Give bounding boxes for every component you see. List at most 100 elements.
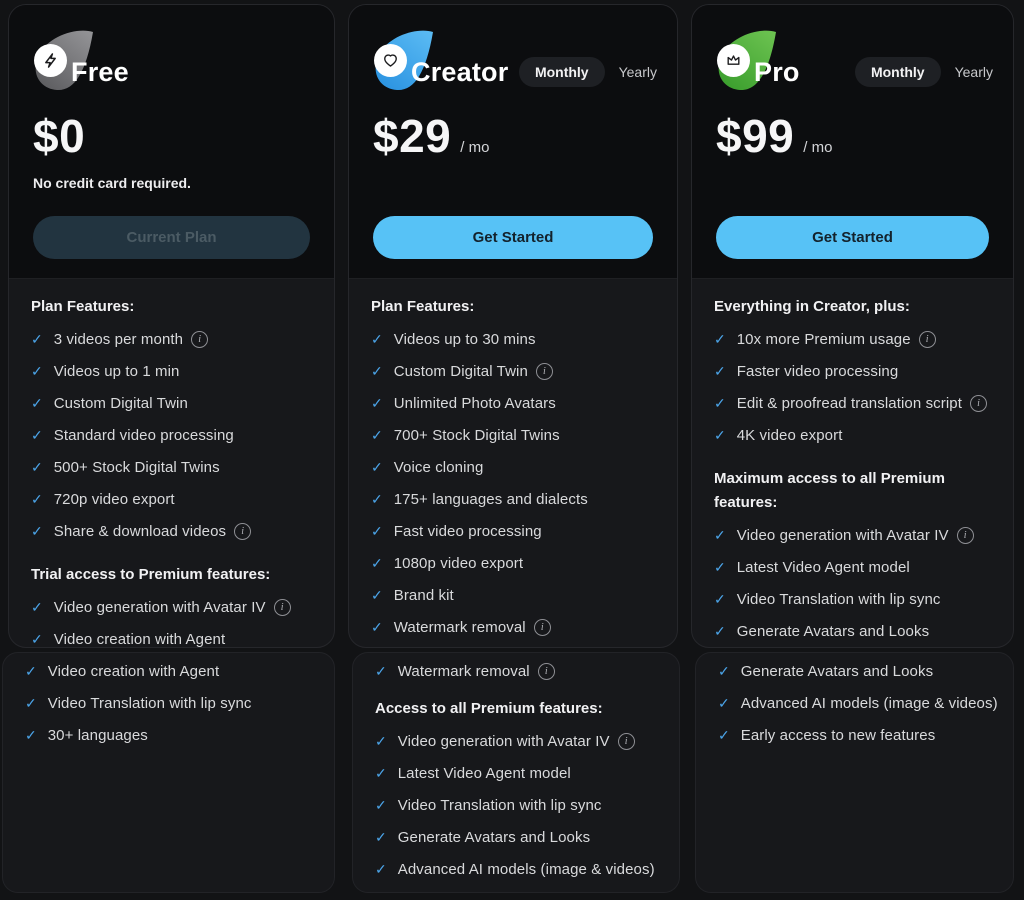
feature-row: ✓ 30+ languages [25,719,312,751]
plan-card-pro: Pro Monthly Yearly $99 / mo Get Started Everyt… [691,4,1014,648]
check-icon: ✓ [718,694,730,711]
plan-blob [714,29,780,95]
feature-text: 500+ Stock Digital Twins [53,458,220,476]
plan-tagline: No credit card required. [33,175,191,191]
feature-text: Unlimited Photo Avatars [393,394,556,412]
check-icon: ✓ [31,330,43,347]
billing-toggle-monthly[interactable]: Monthly [518,57,605,87]
plan-card-creator-continued: ✓ Watermark removal i Access to all Premium… [352,652,680,893]
check-icon: ✓ [371,426,383,443]
feature-text: Advanced AI models (image & videos) [397,860,655,878]
feature-row: ✓ Watermark removal i [371,611,655,643]
crown-icon [717,44,750,77]
feature-text: Generate Avatars and Looks [397,828,591,846]
check-icon: ✓ [31,522,43,539]
feature-row: ✓ Edit & proofread translation script i [714,387,991,419]
info-icon[interactable]: i [918,330,936,348]
feature-text: Standard video processing [53,426,234,444]
info-icon[interactable]: i [617,732,635,750]
info-icon[interactable]: i [533,618,551,636]
billing-toggle-yearly[interactable]: Yearly [954,64,993,80]
feature-text: Custom Digital Twin [393,362,528,380]
feature-row: ✓ 3 videos per month i [31,323,312,355]
feature-row: ✓ Video Translation with lip sync [25,687,312,719]
check-icon: ✓ [714,394,726,411]
check-icon: ✓ [31,490,43,507]
billing-toggle: Monthly Yearly [518,57,657,87]
plan-price: $99 / mo [716,109,832,163]
check-icon: ✓ [375,828,387,845]
plan-card-creator: Creator Monthly Yearly $29 / mo Get Started Pl… [348,4,678,648]
feature-text: Latest Video Agent model [397,764,571,782]
info-icon[interactable]: i [234,522,252,540]
check-icon: ✓ [25,662,37,679]
price-amount: $29 [373,110,452,162]
feature-row: ✓ 700+ Stock Digital Twins [371,419,655,451]
feature-text: Video Translation with lip sync [736,590,941,608]
feature-row: ✓ 500+ Stock Digital Twins [31,451,312,483]
cta-button[interactable]: Get Started [716,216,989,259]
check-icon: ✓ [375,764,387,781]
plan-price: $0 [33,109,85,163]
plan-card-header: Free $0 No credit card required. Current Pl… [9,5,334,279]
check-icon: ✓ [375,796,387,813]
plan-features: Everything in Creator, plus: ✓ 10x more Pr… [692,279,1013,647]
check-icon: ✓ [714,330,726,347]
feature-row: ✓ Standard video processing [31,419,312,451]
info-icon[interactable]: i [273,598,291,616]
check-icon: ✓ [714,622,726,639]
feature-row: ✓ Early access to new features [718,719,991,751]
check-icon: ✓ [31,362,43,379]
check-icon: ✓ [718,726,730,743]
bolt-icon [34,44,67,77]
cta-button[interactable]: Current Plan [33,216,310,259]
info-icon[interactable]: i [956,526,974,544]
feature-text: Video generation with Avatar IV [736,526,949,544]
feature-text: 30+ languages [47,726,148,744]
info-icon[interactable]: i [535,362,553,380]
feature-row: ✓ Advanced AI models (image & videos) [375,853,657,885]
plan-card-free-continued: ✓ Video creation with Agent ✓ Video Transla… [2,652,335,893]
billing-toggle-yearly[interactable]: Yearly [618,64,657,80]
plan-blob [371,29,437,95]
feature-row: ✓ Voice cloning [371,451,655,483]
billing-toggle-monthly[interactable]: Monthly [854,57,941,87]
cta-button[interactable]: Get Started [373,216,653,259]
check-icon: ✓ [714,526,726,543]
feature-text: Custom Digital Twin [53,394,188,412]
feature-text: 4K video export [736,426,843,444]
plan-features: Plan Features: ✓ 3 videos per month i ✓ Video… [9,279,334,648]
feature-text: Share & download videos [53,522,227,540]
price-period: / mo [803,139,833,156]
price-amount: $0 [33,110,86,162]
feature-text: Early access to new features [740,726,936,744]
plan-price: $29 / mo [373,109,489,163]
check-icon: ✓ [31,426,43,443]
feature-row: ✓ 1080p video export [371,547,655,579]
feature-text: Video creation with Agent [53,630,226,648]
heart-icon [374,44,407,77]
check-icon: ✓ [714,362,726,379]
features-heading: Access to all Premium features: [375,700,603,717]
feature-row: ✓ Videos up to 30 mins [371,323,655,355]
feature-row: ✓ Video generation with Avatar IV i [714,519,991,551]
feature-row: ✓ Latest Video Agent model [375,757,657,789]
info-icon[interactable]: i [970,394,988,412]
feature-row: ✓ Video creation with Agent [31,623,312,648]
check-icon: ✓ [375,860,387,877]
info-icon[interactable]: i [537,662,555,680]
feature-row: ✓ 10x more Premium usage i [714,323,991,355]
plan-card-pro-continued: ✓ Generate Avatars and Looks ✓ Advanced AI … [695,652,1014,893]
features-heading: Everything in Creator, plus: [714,298,910,315]
feature-row: ✓ Generate Avatars and Looks [718,655,991,687]
info-icon[interactable]: i [191,330,209,348]
feature-row: ✓ Video generation with Avatar IV i [31,591,312,623]
plan-title: Free [71,57,129,87]
feature-text: 720p video export [53,490,175,508]
check-icon: ✓ [371,394,383,411]
feature-row: ✓ Watermark removal i [375,655,657,687]
feature-text: Voice cloning [393,458,484,476]
plan-features: Plan Features: ✓ Videos up to 30 mins ✓ Cust… [349,279,677,643]
features-heading: Plan Features: [31,298,135,315]
